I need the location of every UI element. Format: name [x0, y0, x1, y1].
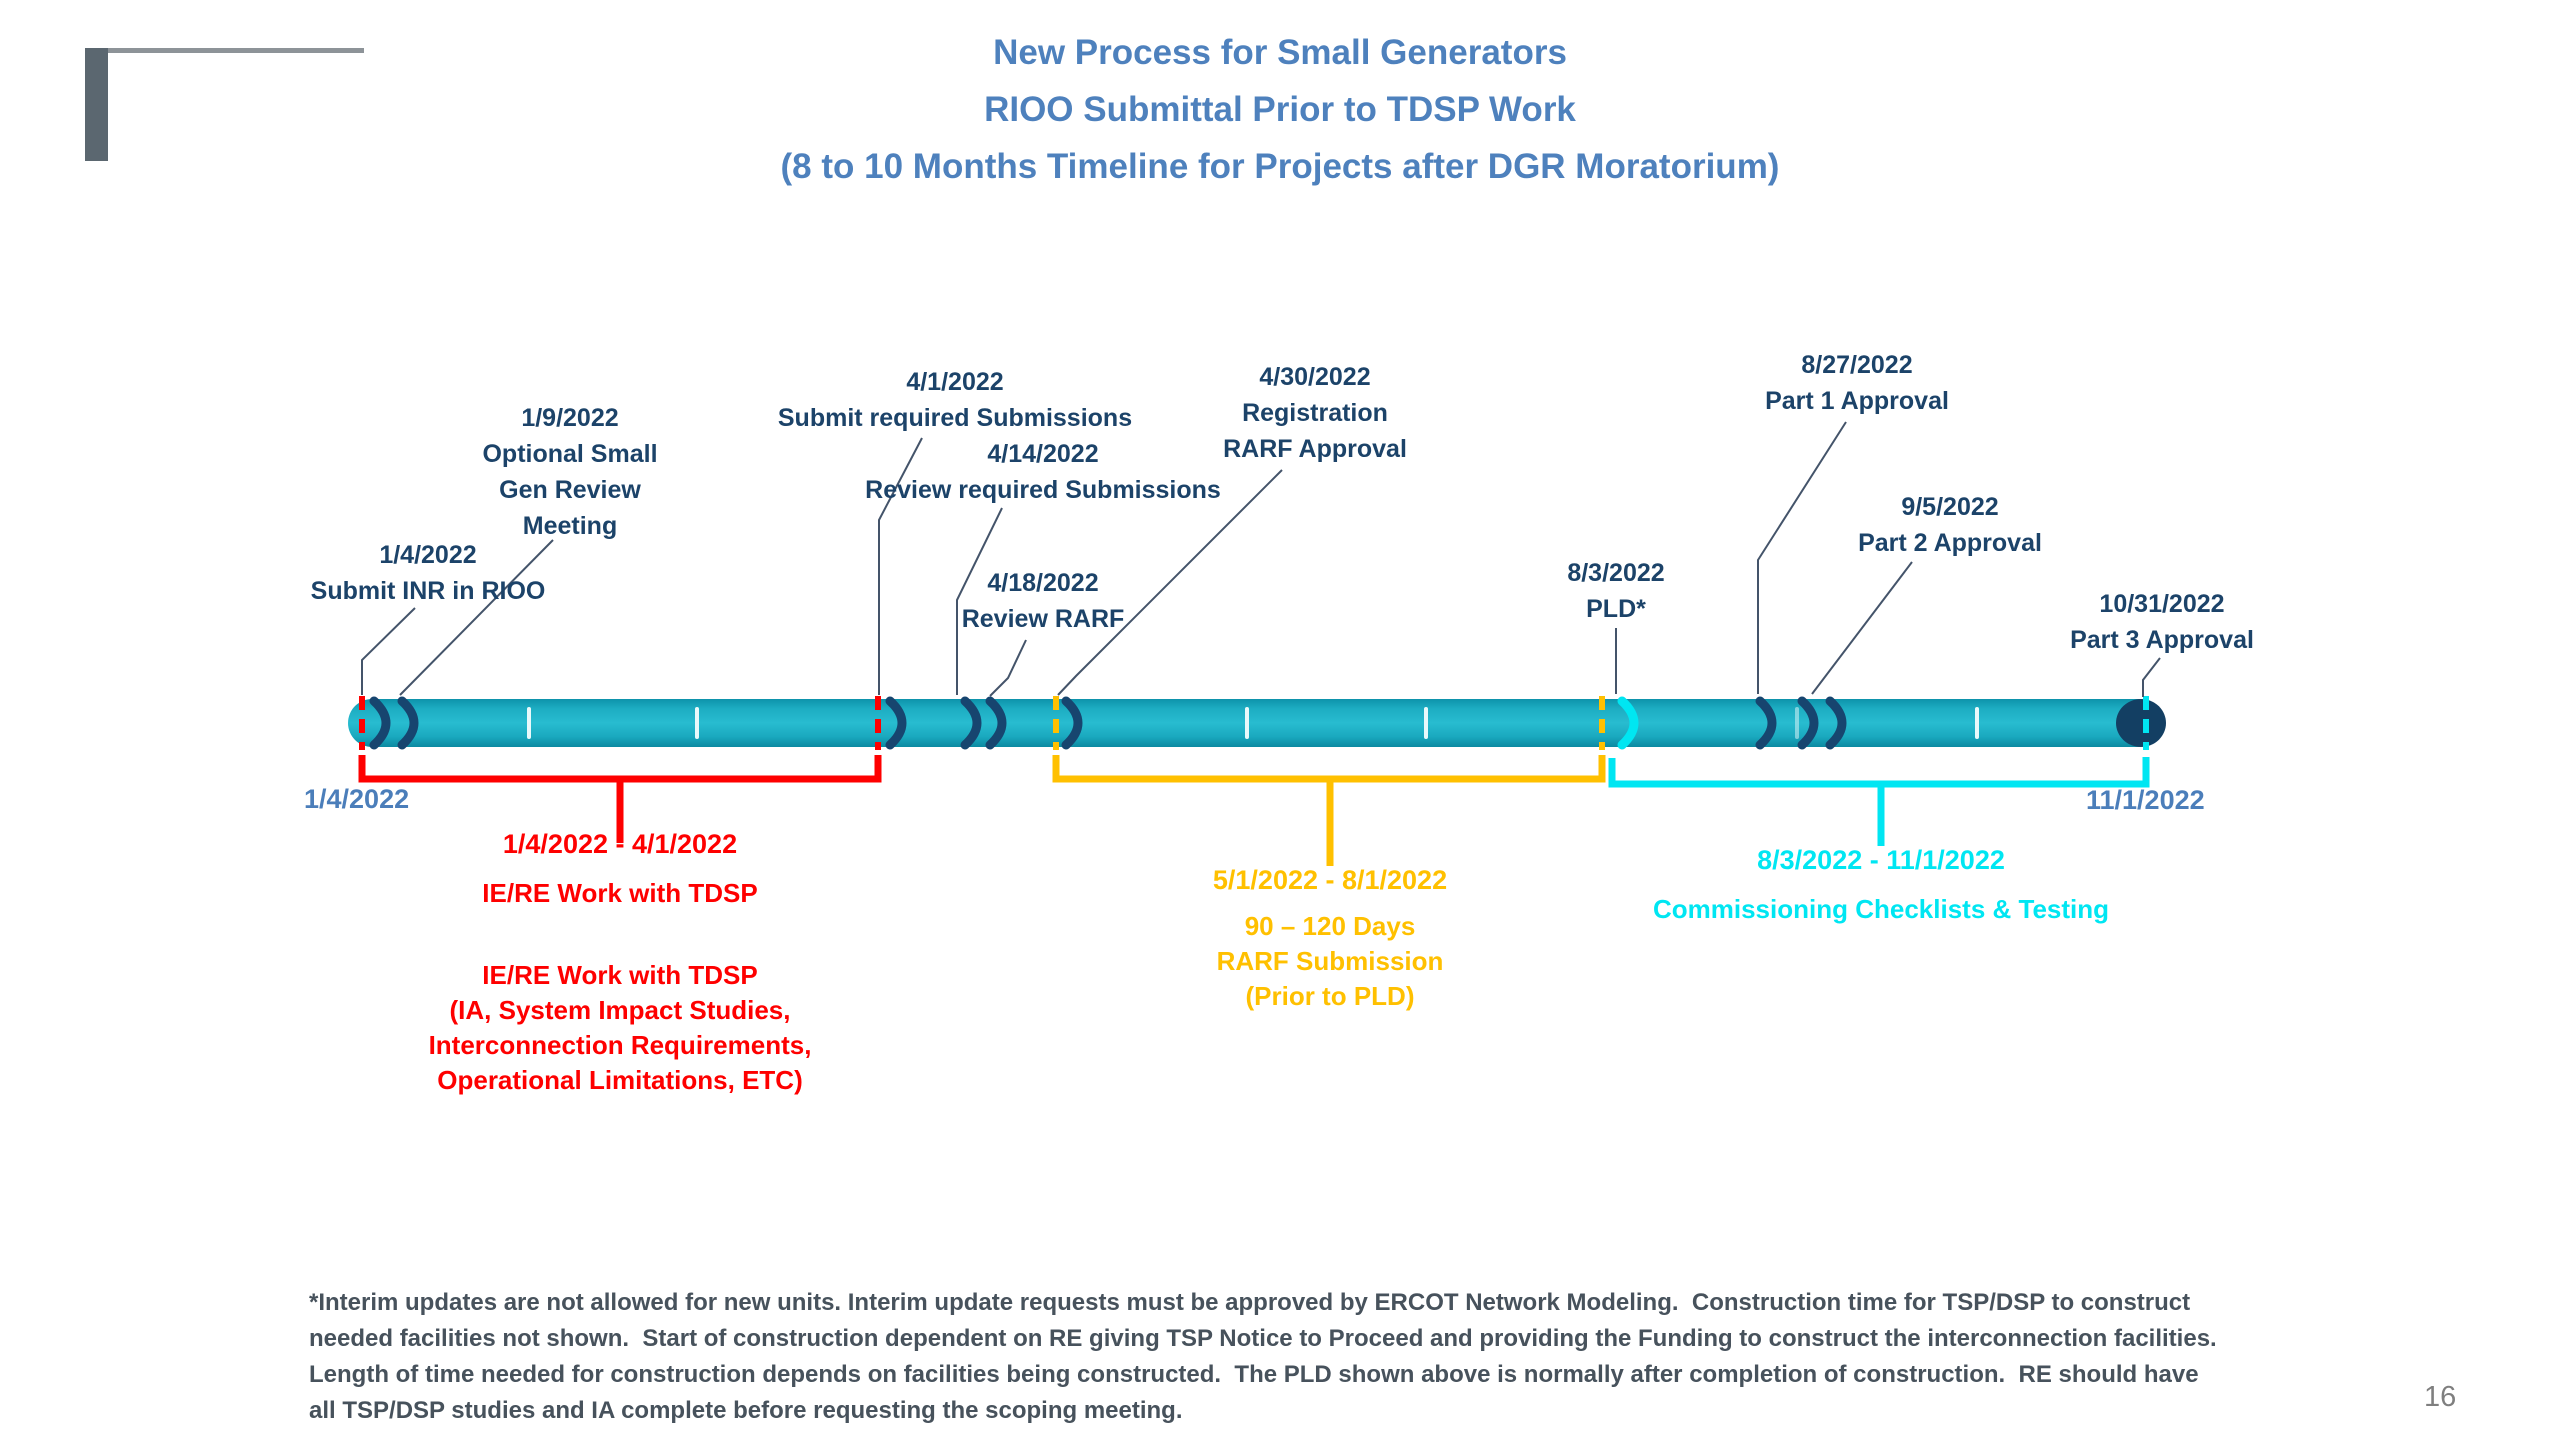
timeline-start-date: 1/4/2022 — [304, 784, 410, 814]
phase-bracket-red — [358, 755, 882, 843]
timeline-end-date: 11/1/2022 — [2086, 785, 2205, 815]
slide-title-line3: (8 to 10 Months Timeline for Projects af… — [780, 147, 1780, 186]
phase-bracket-cyan — [1608, 757, 2150, 846]
page-number: 16 — [2424, 1381, 2457, 1413]
milestone-pld: 8/3/2022 PLD* — [1567, 559, 1665, 623]
corner-accent-line — [108, 48, 364, 53]
milestone-submit-inr: 1/4/2022 Submit INR in RIOO — [310, 541, 546, 605]
phase-orange-range: 5/1/2022 - 8/1/2022 — [1212, 865, 1448, 895]
timeline-bar — [348, 699, 2162, 747]
commissioning-start-arc — [1617, 696, 1639, 750]
phase-red-range: 1/4/2022 - 4/1/2022 — [502, 829, 738, 859]
phase-red-detail: IE/RE Work with TDSP (IA, System Impact … — [428, 960, 812, 1095]
slide-title: New Process for Small Generators RIOO Su… — [0, 24, 2560, 195]
milestone-registration-rarf-approval: 4/30/2022 Registration RARF Approval — [1223, 363, 1407, 463]
phase-cyan-title: Commissioning Checklists & Testing — [1652, 894, 2110, 924]
phase-cyan-range: 8/3/2022 - 11/1/2022 — [1757, 845, 2005, 875]
phase-boundaries — [359, 696, 2149, 750]
milestone-review-rarf: 4/18/2022 Review RARF — [961, 569, 1125, 633]
slide-title-line2: RIOO Submittal Prior to TDSP Work — [984, 90, 1576, 129]
phase-orange-detail: 90 – 120 Days RARF Submission (Prior to … — [1216, 911, 1444, 1011]
leader-lines — [361, 421, 2161, 697]
milestone-part1-approval: 8/27/2022 Part 1 Approval — [1765, 351, 1949, 415]
milestone-part3-approval: 10/31/2022 Part 3 Approval — [2070, 590, 2254, 654]
slide-title-line1: New Process for Small Generators — [993, 33, 1567, 72]
phase-red-title: IE/RE Work with TDSP — [482, 878, 758, 908]
timeline-end-cap — [2116, 699, 2166, 747]
milestone-optional-small-gen: 1/9/2022 Optional Small Gen Review Meeti… — [482, 404, 658, 540]
milestone-submit-required: 4/1/2022 Submit required Submissions — [777, 368, 1133, 432]
corner-accent-bar — [85, 48, 108, 161]
milestone-arcs — [369, 696, 1847, 750]
milestone-review-required: 4/14/2022 Review required Submissions — [865, 440, 1221, 504]
footnote: *Interim updates are not allowed for new… — [309, 1289, 2231, 1424]
month-ticks — [527, 707, 1979, 739]
milestone-part2-approval: 9/5/2022 Part 2 Approval — [1858, 493, 2042, 557]
phase-bracket-orange — [1052, 755, 1606, 866]
